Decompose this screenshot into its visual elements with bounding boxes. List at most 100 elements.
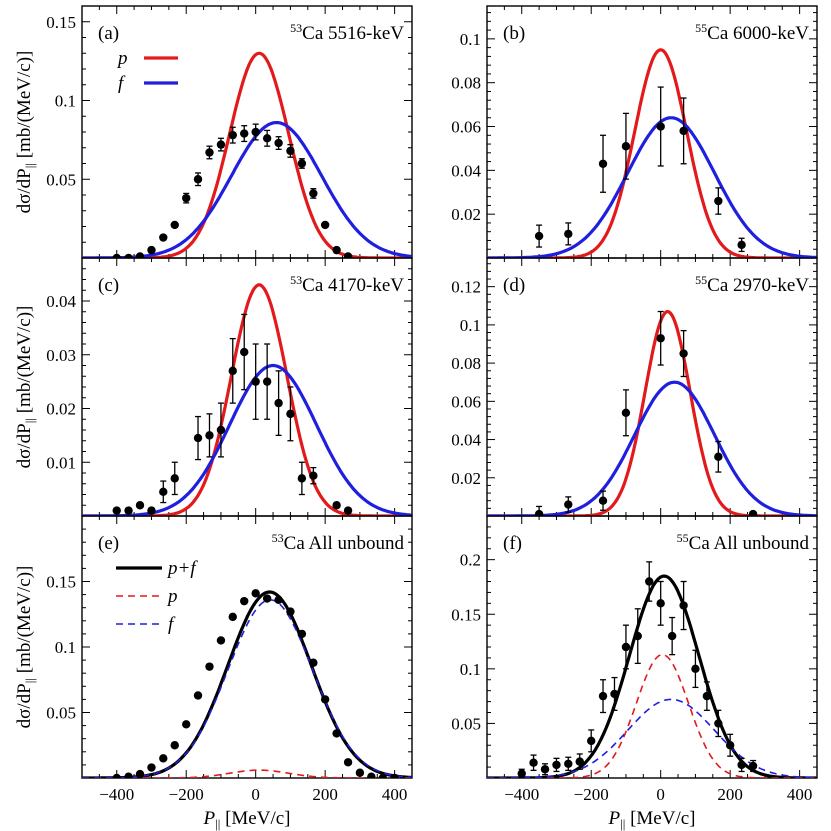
- data-point: [725, 741, 735, 750]
- panel-d: 0.02 0.04 0.06 0.08 0.1 0.12 (d) 55Ca 2970-keV: [451, 257, 818, 517]
- data-point: [170, 474, 179, 483]
- element-symbol: Ca: [284, 533, 306, 554]
- panel-e: 0.05 0.1 0.15 −400 −200 0 200 400 (e) 53Ca All un…: [14, 515, 413, 831]
- data-point: [332, 501, 341, 510]
- data-point: [552, 760, 561, 770]
- data-point: [228, 612, 237, 622]
- data-point: [182, 193, 191, 203]
- x-axis-label-sub: ||: [620, 816, 625, 831]
- element-symbol: Ca: [302, 23, 324, 44]
- data-point: [286, 146, 295, 156]
- legend-label: f: [168, 614, 176, 635]
- data-point: [193, 175, 203, 184]
- state-label: All unbound: [305, 533, 405, 554]
- series-pplusf-curve: [487, 574, 817, 778]
- x-tick-label: 400: [787, 785, 813, 804]
- y-tick-label: 0.2: [460, 551, 481, 570]
- y-tick-label: 0.08: [451, 74, 481, 93]
- panel-frame: [81, 515, 413, 779]
- data-point: [228, 366, 237, 376]
- data-point: [540, 765, 550, 774]
- legend: pf: [116, 48, 178, 94]
- data-point: [135, 252, 145, 258]
- data-point: [216, 636, 226, 645]
- y-axis-label-main: dσ/dP: [14, 683, 35, 728]
- legend-label: f: [118, 73, 126, 94]
- data-point: [309, 189, 318, 198]
- data-point: [621, 642, 631, 652]
- mass-number: 55: [695, 21, 707, 35]
- data-point: [534, 231, 544, 241]
- data-point: [564, 229, 573, 239]
- y-tick-label: 0.06: [451, 392, 481, 411]
- data-point: [274, 595, 283, 605]
- y-tick-label: 0.04: [46, 292, 76, 311]
- series-f-curve: [487, 698, 817, 778]
- data-point: [656, 334, 665, 343]
- y-tick-label: 0.02: [46, 400, 76, 419]
- data-point: [714, 719, 723, 728]
- data-point: [147, 763, 156, 772]
- data-point: [262, 377, 272, 386]
- data-point: [343, 252, 353, 258]
- y-axis-label-sub: ||: [22, 678, 37, 683]
- y-tick-label: 0.1: [55, 638, 76, 657]
- panel-b: 0.02 0.04 0.06 0.08 0.1 (b) 55Ca 6000-keV: [451, 5, 818, 259]
- series-p-curve: [487, 309, 817, 516]
- y-tick-label: 0.1: [460, 316, 481, 335]
- y-tick-label: 0.01: [46, 453, 76, 472]
- panel-frame: [486, 515, 818, 779]
- y-axis-label-sub: ||: [22, 163, 37, 168]
- panel-title: 53Ca 4170-keV: [290, 273, 404, 296]
- legend-label: p: [116, 48, 128, 69]
- plot-area: [487, 561, 817, 778]
- state-label: 2970-keV: [728, 275, 809, 296]
- series-f-curve: [487, 116, 817, 258]
- panel-title: 55Ca All unbound: [677, 531, 810, 554]
- plot-area: [82, 51, 412, 258]
- mass-number: 53: [290, 273, 302, 287]
- series-p-curve: [82, 51, 412, 258]
- data-point: [193, 691, 203, 700]
- panel-label: (d): [503, 275, 525, 296]
- data-point: [598, 159, 608, 168]
- panel-title: 53Ca All unbound: [272, 531, 405, 554]
- mass-number: 55: [677, 531, 689, 545]
- data-point: [390, 773, 399, 778]
- y-tick-label: 0.02: [451, 205, 481, 224]
- y-tick-label: 0.12: [451, 278, 481, 297]
- data-point: [159, 233, 168, 242]
- x-axis-label-unit: [MeV/c]: [625, 808, 695, 829]
- panel-label: (b): [503, 23, 525, 44]
- data-point: [112, 506, 121, 515]
- data-point: [667, 631, 677, 641]
- data-point: [737, 760, 746, 770]
- data-point: [135, 769, 145, 778]
- data-point: [216, 425, 226, 435]
- data-point: [240, 129, 249, 138]
- data-point: [274, 398, 283, 408]
- state-label: 5516-keV: [323, 23, 404, 44]
- data-point: [656, 122, 665, 131]
- x-tick-label: 400: [382, 785, 408, 804]
- y-tick-label: 0.1: [460, 660, 481, 679]
- series-f-curve: [82, 599, 412, 778]
- data-point: [274, 138, 283, 148]
- x-tick-label: 0: [656, 785, 665, 804]
- plot-area: [487, 48, 817, 258]
- data-point: [320, 695, 330, 704]
- data-point: [621, 408, 631, 417]
- data-point: [112, 773, 121, 778]
- data-point: [587, 736, 596, 746]
- data-point: [135, 501, 145, 510]
- y-tick-label: 0.15: [46, 13, 76, 32]
- data-point: [621, 142, 631, 151]
- data-point: [124, 772, 133, 778]
- mass-number: 53: [272, 531, 284, 545]
- data-point: [112, 253, 121, 258]
- data-point: [564, 759, 573, 769]
- plot-area: [82, 589, 412, 778]
- y-tick-label: 0.05: [46, 704, 76, 723]
- data-point: [598, 496, 608, 505]
